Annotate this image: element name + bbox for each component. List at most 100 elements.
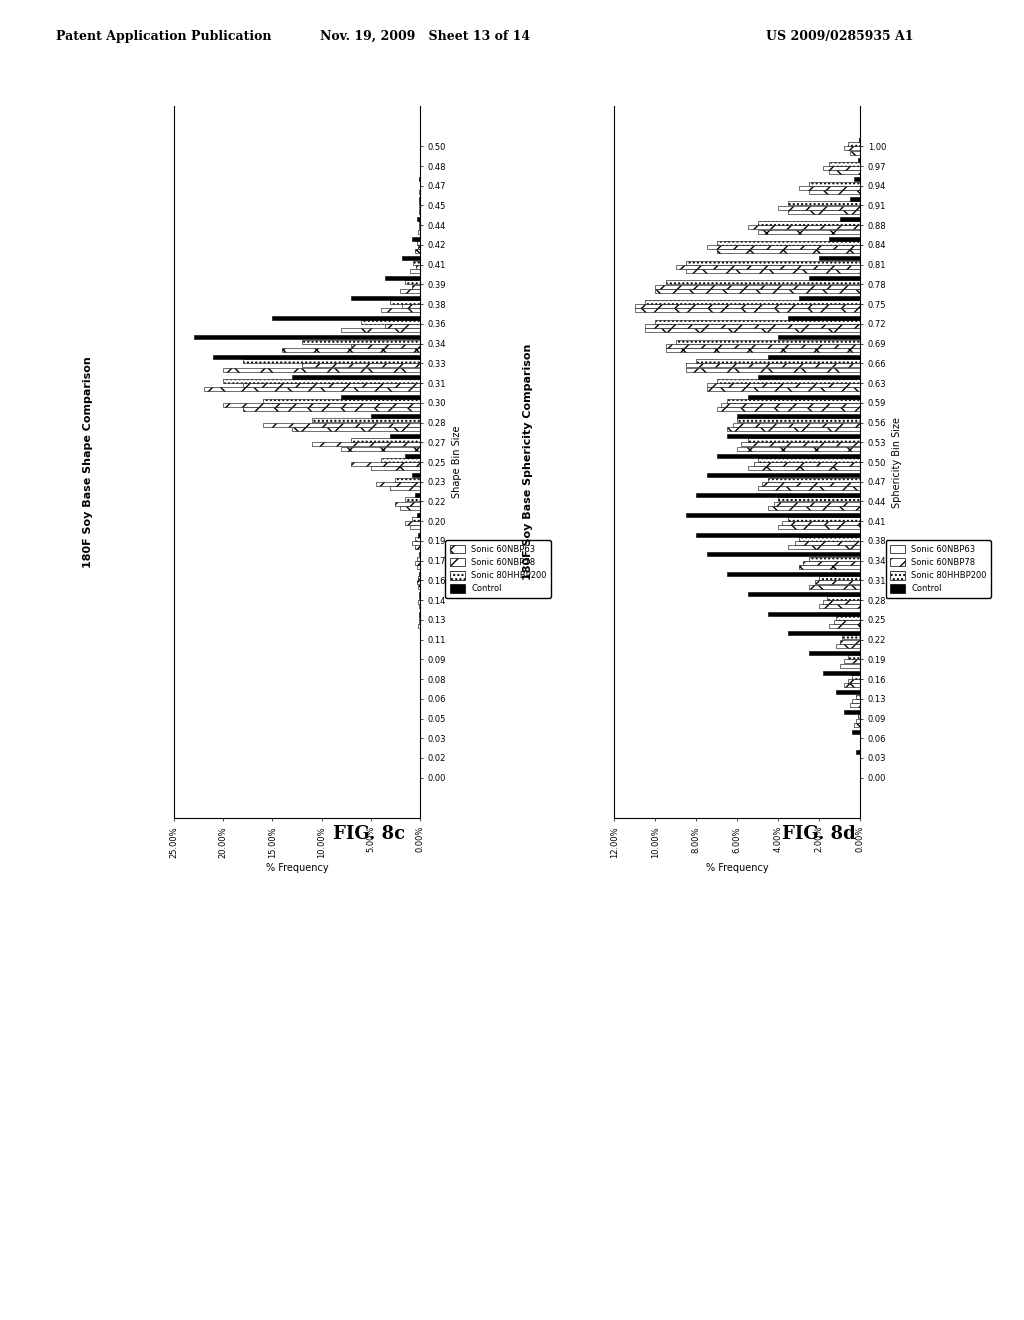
Bar: [381, 309, 420, 313]
Bar: [809, 190, 860, 194]
Bar: [415, 494, 420, 498]
Bar: [415, 537, 420, 541]
Bar: [823, 166, 860, 170]
Bar: [768, 478, 860, 482]
Bar: [243, 359, 420, 363]
Bar: [856, 750, 860, 754]
Bar: [417, 557, 420, 561]
Bar: [686, 269, 860, 273]
Bar: [748, 466, 860, 470]
Bar: [416, 265, 420, 269]
Text: Patent Application Publication: Patent Application Publication: [56, 30, 271, 42]
Bar: [390, 434, 420, 438]
Bar: [788, 315, 860, 319]
Bar: [840, 640, 860, 644]
Bar: [302, 363, 420, 367]
Bar: [413, 260, 420, 264]
Bar: [819, 256, 860, 260]
Bar: [412, 517, 420, 521]
Bar: [223, 379, 420, 383]
Bar: [696, 494, 860, 498]
Bar: [645, 323, 860, 327]
Bar: [385, 323, 420, 327]
Bar: [842, 635, 860, 639]
Bar: [400, 289, 420, 293]
Bar: [418, 577, 420, 581]
X-axis label: % Frequency: % Frequency: [265, 863, 329, 874]
Bar: [799, 296, 860, 300]
Bar: [696, 359, 860, 363]
Bar: [829, 624, 860, 628]
Bar: [376, 482, 420, 486]
Bar: [223, 368, 420, 372]
Bar: [417, 513, 420, 517]
Bar: [717, 407, 860, 411]
Bar: [204, 387, 420, 391]
Bar: [815, 581, 860, 585]
Bar: [788, 517, 860, 521]
Bar: [799, 565, 860, 569]
Bar: [243, 383, 420, 387]
Bar: [727, 572, 860, 576]
Bar: [272, 315, 420, 319]
Bar: [686, 368, 860, 372]
Bar: [666, 343, 860, 347]
Y-axis label: Shape Bin Size: Shape Bin Size: [452, 426, 462, 498]
Bar: [410, 525, 420, 529]
Bar: [418, 230, 420, 234]
Text: FIG. 8d: FIG. 8d: [782, 825, 856, 843]
Bar: [782, 521, 860, 525]
Bar: [823, 601, 860, 605]
Text: 180F Soy Base Shape Comparison: 180F Soy Base Shape Comparison: [83, 356, 93, 568]
Bar: [417, 240, 420, 246]
Bar: [395, 502, 420, 506]
Bar: [768, 506, 860, 510]
Bar: [381, 458, 420, 462]
Bar: [758, 486, 860, 490]
Bar: [836, 690, 860, 694]
Bar: [402, 256, 420, 260]
Bar: [799, 537, 860, 541]
Bar: [850, 704, 860, 708]
Bar: [412, 285, 420, 289]
Bar: [412, 474, 420, 478]
Bar: [733, 422, 860, 426]
Bar: [351, 343, 420, 347]
Bar: [666, 348, 860, 352]
Bar: [727, 426, 860, 430]
Bar: [292, 426, 420, 430]
Bar: [721, 403, 860, 407]
Bar: [707, 383, 860, 387]
Bar: [799, 186, 860, 190]
Bar: [351, 462, 420, 466]
Bar: [829, 170, 860, 174]
Bar: [223, 403, 420, 407]
Bar: [737, 414, 860, 418]
Bar: [856, 718, 860, 722]
Bar: [418, 601, 420, 605]
Bar: [385, 276, 420, 280]
Bar: [852, 698, 860, 702]
Bar: [686, 260, 860, 264]
Bar: [809, 585, 860, 589]
Bar: [395, 478, 420, 482]
Bar: [844, 147, 860, 150]
Bar: [707, 552, 860, 556]
Bar: [341, 446, 420, 450]
Bar: [417, 216, 420, 220]
Bar: [635, 309, 860, 313]
Bar: [778, 206, 860, 210]
Bar: [655, 319, 860, 323]
Bar: [417, 565, 420, 569]
Bar: [655, 285, 860, 289]
Bar: [406, 280, 420, 284]
Bar: [778, 335, 860, 339]
Bar: [676, 339, 860, 343]
Bar: [696, 533, 860, 537]
Bar: [795, 541, 860, 545]
Bar: [666, 280, 860, 284]
Bar: [406, 498, 420, 502]
Bar: [341, 329, 420, 333]
Bar: [856, 694, 860, 698]
Bar: [788, 202, 860, 206]
